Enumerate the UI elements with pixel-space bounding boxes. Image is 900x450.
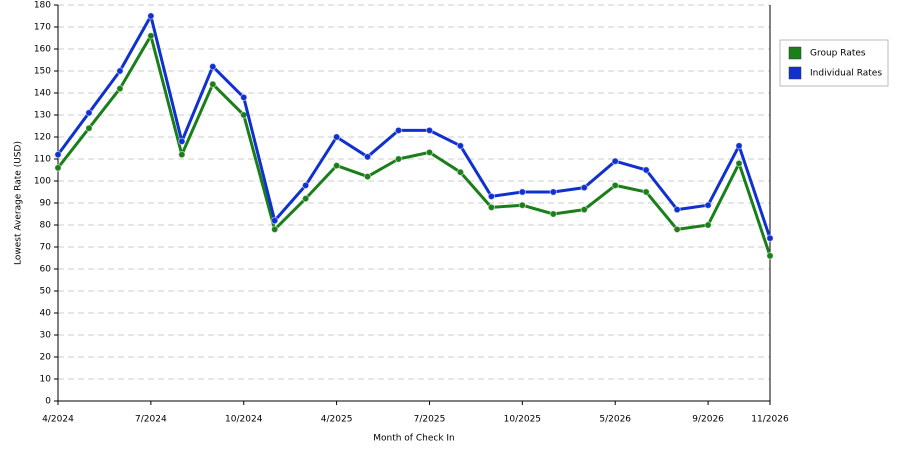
point [549, 188, 558, 196]
point [240, 111, 248, 119]
y-tick-label: 110 [34, 155, 51, 165]
point [332, 161, 341, 170]
point [116, 67, 124, 75]
legend-swatch [788, 46, 802, 60]
legend-label: Group Rates [810, 49, 866, 59]
point [611, 157, 619, 165]
point [549, 210, 558, 218]
point [178, 150, 186, 159]
x-tick-label: 5/2026 [599, 415, 631, 425]
point [116, 84, 124, 93]
point [425, 126, 434, 135]
x-tick-label: 4/2025 [321, 415, 353, 425]
point [209, 80, 217, 88]
point [209, 62, 217, 71]
series-line [56, 34, 772, 257]
y-tick-label: 30 [40, 331, 52, 341]
y-tick-label: 50 [40, 287, 52, 297]
point [54, 164, 62, 172]
x-tick-label: 9/2026 [692, 415, 724, 425]
point [178, 137, 186, 146]
point [85, 124, 93, 132]
y-tick-label: 80 [40, 221, 52, 231]
point [394, 126, 403, 135]
point [518, 201, 527, 209]
y-tick-label: 70 [40, 243, 52, 253]
point [301, 194, 310, 203]
x-tick-label: 4/2024 [42, 415, 74, 425]
point [673, 205, 681, 214]
y-tick-label: 130 [34, 111, 51, 121]
y-tick-label: 150 [34, 67, 51, 77]
point [363, 172, 372, 181]
point [642, 166, 650, 174]
y-tick-label: 120 [34, 133, 51, 143]
y-axis-label: Lowest Average Rate (USD) [14, 141, 24, 265]
x-tick-label: 11/2026 [751, 415, 789, 425]
point [735, 159, 743, 168]
point [85, 109, 93, 117]
x-axis-label: Month of Check In [373, 434, 455, 444]
y-tick-label: 40 [40, 309, 52, 319]
point [580, 183, 588, 192]
y-tick-label: 100 [34, 177, 51, 187]
x-tick-label: 10/2024 [225, 415, 263, 425]
y-tick-label: 60 [40, 265, 52, 275]
legend-label: Individual Rates [810, 69, 882, 79]
x-tick-label: 7/2025 [414, 415, 446, 425]
point [332, 133, 341, 141]
point [673, 225, 681, 234]
point [240, 93, 248, 102]
point [147, 12, 155, 20]
y-tick-label: 180 [34, 1, 51, 11]
point [425, 148, 434, 157]
point [147, 32, 155, 40]
point [766, 234, 774, 242]
point [766, 252, 774, 260]
y-tick-label: 170 [34, 23, 51, 33]
x-tick-label: 10/2025 [504, 415, 541, 425]
point [54, 150, 62, 159]
y-tick-label: 0 [45, 397, 51, 407]
point [611, 181, 619, 190]
point [580, 205, 588, 214]
point [270, 225, 279, 234]
point [704, 201, 712, 209]
point [487, 192, 496, 201]
point [642, 188, 650, 196]
point [518, 188, 527, 196]
y-tick-label: 90 [40, 199, 52, 209]
y-tick-label: 20 [40, 353, 52, 363]
point [704, 221, 712, 229]
y-tick-label: 160 [34, 45, 51, 55]
point [270, 216, 279, 225]
point [456, 168, 465, 176]
y-tick-label: 10 [40, 375, 52, 385]
legend-swatch [788, 66, 802, 80]
point [301, 181, 310, 190]
x-tick-label: 7/2024 [135, 415, 167, 425]
series-line [56, 14, 772, 239]
y-tick-label: 140 [34, 89, 51, 99]
point [363, 153, 372, 161]
point [456, 142, 465, 150]
point [735, 142, 743, 150]
point [487, 203, 496, 212]
point [394, 155, 403, 163]
